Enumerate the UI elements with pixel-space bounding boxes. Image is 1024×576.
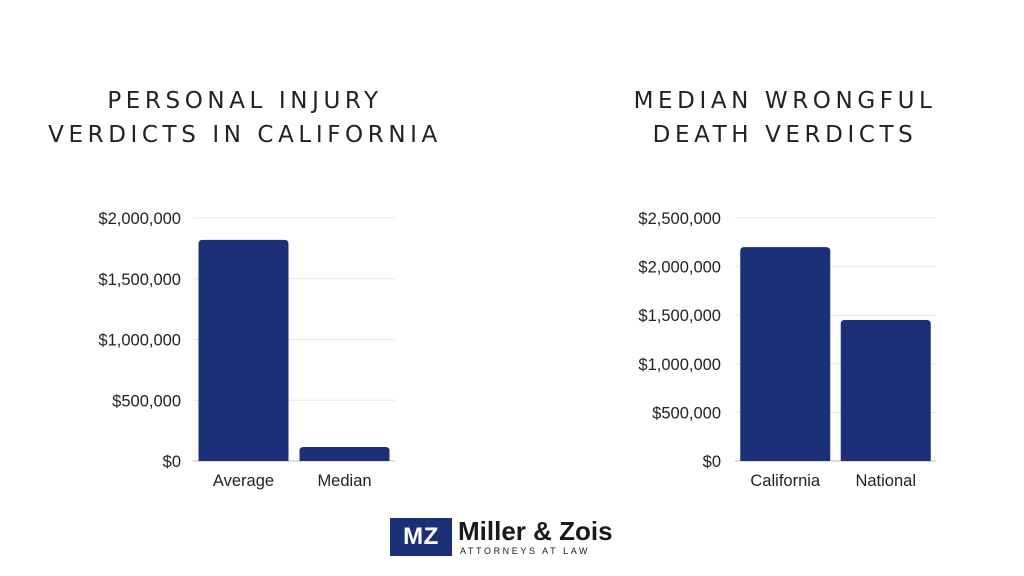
chart-title-line: PERSONAL INJURY [107,88,383,114]
y-tick-label: $0 [163,453,181,471]
bar-california [740,247,831,461]
y-tick-label: $2,000,000 [98,210,181,228]
bar-average [198,239,289,461]
y-tick-label: $2,500,000 [638,210,721,228]
mz-logo-mark: MZ [390,518,452,556]
y-tick-label: $500,000 [652,404,721,422]
x-category-label: Average [213,472,274,490]
chart-title-personal-injury: PERSONAL INJURY VERDICTS IN CALIFORNIA [40,84,450,152]
bar-national [840,320,931,461]
x-category-label: National [855,472,916,490]
y-tick-label: $1,000,000 [98,332,181,350]
bar-median [299,447,390,461]
chart-title-line: VERDICTS IN CALIFORNIA [48,122,442,148]
y-tick-label: $500,000 [112,392,181,410]
chart-title-wrongful-death: MEDIAN WRONGFUL DEATH VERDICTS [580,84,990,152]
y-tick-label: $2,000,000 [638,259,721,277]
chart-title-line: MEDIAN WRONGFUL [633,88,937,114]
x-category-label: California [750,472,821,490]
x-category-label: Median [317,472,371,490]
firm-tagline: ATTORNEYS AT LAW [460,546,591,556]
y-tick-label: $1,000,000 [638,356,721,374]
y-tick-label: $1,500,000 [638,307,721,325]
firm-name: Miller & Zois [458,516,613,546]
y-tick-label: $0 [703,453,721,471]
y-tick-label: $1,500,000 [98,271,181,289]
chart-title-line: DEATH VERDICTS [652,122,918,148]
